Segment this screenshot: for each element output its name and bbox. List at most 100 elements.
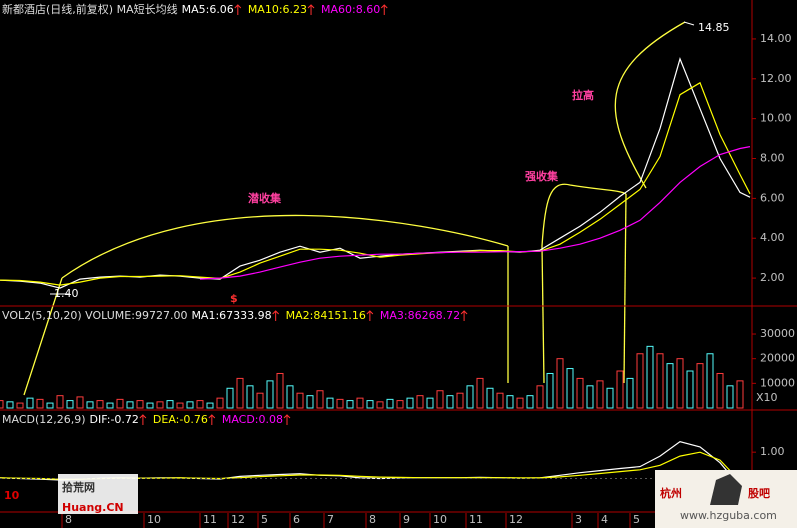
volume-bar	[246, 385, 254, 409]
legend-entry: MA5:6.06	[182, 3, 234, 16]
volume-bar	[346, 400, 354, 409]
arrow-icon	[208, 414, 216, 425]
arrow-icon	[366, 310, 374, 321]
x-tick-label: 8	[369, 513, 376, 526]
y-tick-label: 12.00	[760, 72, 792, 85]
volume-bar	[666, 363, 674, 409]
y-tick-label: 10000	[760, 376, 795, 389]
volume-bar	[276, 372, 284, 409]
legend-entry: DIF:-0.72	[90, 413, 139, 426]
volume-bar	[576, 377, 584, 409]
volume-bar	[416, 395, 424, 409]
volume-bar	[456, 392, 464, 409]
volume-bar	[206, 402, 214, 409]
watermark-name: 杭州	[660, 486, 682, 500]
arrow-icon	[272, 310, 280, 321]
chart-title: VOL2(5,10,20) VOLUME:99727.00	[2, 309, 187, 322]
volume-bar	[196, 400, 204, 409]
chart-title: MACD(12,26,9)	[2, 413, 86, 426]
volume-bar	[116, 398, 124, 409]
volume-bar	[16, 402, 24, 409]
volume-bar	[56, 395, 64, 409]
volume-bar	[186, 401, 194, 409]
volume-bar	[596, 380, 604, 409]
volume-bar	[496, 392, 504, 409]
volume-bar	[316, 390, 324, 409]
legend-entry: MA1:67333.98	[191, 309, 271, 322]
curve	[614, 21, 686, 189]
volume-bar	[656, 353, 664, 409]
volume-bar	[356, 397, 364, 409]
curve	[61, 214, 509, 279]
high-label: 14.85	[698, 21, 730, 34]
x-tick-label: 12	[509, 513, 523, 526]
x-tick-label: 12	[231, 513, 245, 526]
volume-bar	[266, 380, 274, 409]
x-tick-label: 11	[203, 513, 217, 526]
watermark-name: 拾荒网	[62, 480, 95, 494]
volume-bar	[286, 385, 294, 409]
y-tick-label: 1.00	[760, 445, 785, 458]
y-tick-label: 4.00	[760, 231, 785, 244]
arrow-icon	[380, 4, 388, 15]
volume-bar	[606, 387, 614, 409]
volume-bar	[36, 398, 44, 409]
volume-bar	[106, 402, 114, 409]
volume-bar	[226, 387, 234, 409]
volume-bar	[306, 395, 314, 409]
volume-bar	[366, 400, 374, 409]
volume-bar	[726, 385, 734, 409]
arrow-icon	[234, 4, 242, 15]
watermark-box	[58, 474, 138, 514]
volume-bar	[616, 370, 624, 409]
x-tick-label: 10	[433, 513, 447, 526]
volume-bar	[516, 397, 524, 409]
chart-title: 新都酒店(日线,前复权) MA短长均线	[2, 2, 178, 16]
volume-bar	[466, 385, 474, 409]
curve	[541, 183, 627, 247]
volume-bar	[296, 392, 304, 409]
volume-bar	[406, 397, 414, 409]
y-tick-label: 10.00	[760, 112, 792, 125]
volume-bar	[646, 345, 654, 409]
volume-bar	[736, 380, 744, 409]
volume-bar	[0, 400, 4, 409]
volume-bar	[66, 400, 74, 409]
volume-bar	[706, 353, 714, 409]
volume-bar	[26, 397, 34, 409]
volume-bar	[126, 401, 134, 409]
volume-bar	[536, 385, 544, 409]
volume-bar	[636, 353, 644, 409]
volume-bar	[46, 402, 54, 409]
curve	[541, 245, 545, 384]
volume-bar	[86, 401, 94, 409]
legend-entry: DEA:-0.76	[153, 413, 208, 426]
arrow-icon	[139, 414, 147, 425]
annotation: 拉高	[572, 88, 594, 102]
volume-bar	[546, 372, 554, 409]
y-tick-label: 2.00	[760, 271, 785, 284]
volume-bar	[566, 368, 574, 409]
volume-bar	[156, 401, 164, 409]
x-tick-label: 6	[293, 513, 300, 526]
series-line	[199, 146, 751, 280]
volume-bar	[256, 392, 264, 409]
arrow-icon	[460, 310, 468, 321]
volume-bar	[676, 358, 684, 409]
arrow-icon	[283, 414, 291, 425]
x-tick-label: 7	[327, 513, 334, 526]
x-tick-label: 5	[633, 513, 640, 526]
volume-bar	[386, 398, 394, 409]
volume-bar	[6, 401, 14, 409]
y-tick-label: 30000	[760, 327, 795, 340]
series-line	[0, 81, 751, 286]
volume-bar	[396, 400, 404, 409]
legend-entry: MA3:86268.72	[380, 309, 460, 322]
volume-bar	[476, 377, 484, 409]
volume-bar	[686, 370, 694, 409]
volume-bar	[426, 397, 434, 409]
volume-bar	[556, 358, 564, 409]
curve	[623, 193, 627, 384]
x-tick-label: 9	[403, 513, 410, 526]
